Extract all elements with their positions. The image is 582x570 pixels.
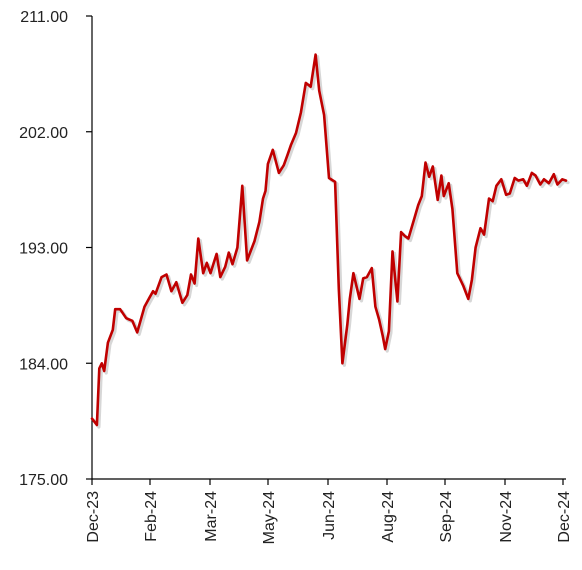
y-tick-label: 184.00: [19, 356, 68, 373]
x-tick-label: Jun-24: [321, 491, 338, 540]
x-tick-label: Dec-24: [556, 491, 573, 543]
x-tick-label: May-24: [261, 491, 278, 544]
x-axis: Dec-23 Feb-24 Mar-24 May-24 Jun-24 Aug-24 Sep-…: [85, 478, 573, 544]
y-tick-label: 175.00: [19, 472, 68, 489]
y-tick-label: 202.00: [19, 125, 68, 142]
x-tick-label: Mar-24: [203, 491, 220, 542]
y-axis: 175.00 184.00 193.00 202.00 211.00: [19, 9, 93, 489]
x-tick-label: Feb-24: [143, 491, 160, 542]
x-tick-label: Dec-23: [85, 491, 102, 543]
y-tick-label: 211.00: [20, 9, 68, 26]
plot-area: [90, 53, 570, 429]
y-tick-label: 193.00: [19, 241, 68, 258]
series-line-shadow: [92, 55, 570, 429]
x-tick-label: Aug-24: [380, 491, 397, 543]
x-tick-label: Sep-24: [438, 491, 455, 543]
series-line-0: [90, 53, 568, 427]
x-tick-label: Nov-24: [498, 491, 515, 543]
